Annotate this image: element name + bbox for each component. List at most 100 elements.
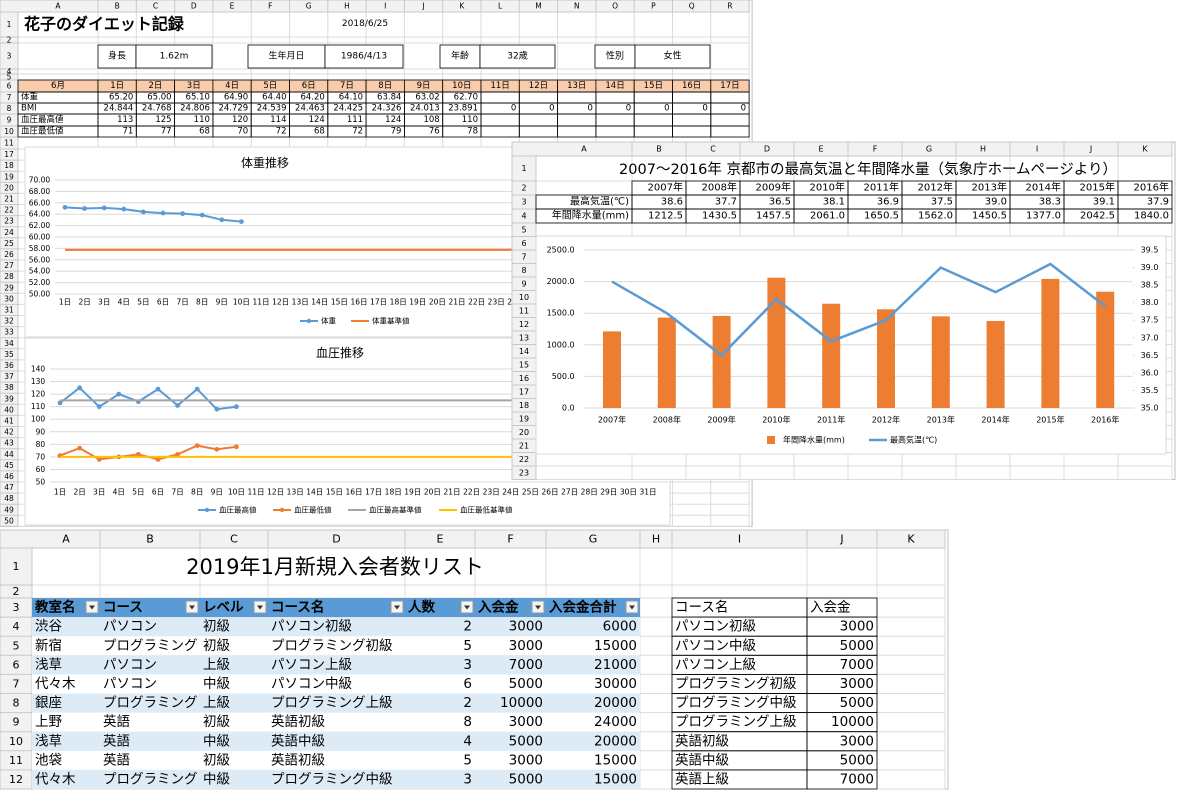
row-number: 6 <box>521 239 526 248</box>
table-cell: 英語 <box>103 713 130 730</box>
row-number: 40 <box>4 405 14 414</box>
y2-tick-label: 35.0 <box>1141 404 1159 413</box>
y-tick-label: 50.00 <box>29 290 51 299</box>
table-cell: 64.90 <box>224 93 248 103</box>
x-tick-label: 22日 <box>468 298 485 307</box>
table-cell: 銀座 <box>35 695 62 711</box>
x-tick-label: 9日 <box>216 298 228 307</box>
row-number: 30 <box>4 294 14 303</box>
column-header-bar <box>0 529 946 549</box>
table-header: 人数 <box>408 599 435 616</box>
row-number: 21 <box>519 441 529 450</box>
profile-value-box <box>634 44 711 69</box>
bar <box>822 303 841 408</box>
row-number: 19 <box>519 414 529 423</box>
filter-arrow <box>394 605 400 610</box>
table-cell: 64.10 <box>339 93 363 103</box>
row-number: 19 <box>4 172 14 181</box>
cell-border <box>710 125 750 138</box>
table-cell: 38.6 <box>661 197 683 208</box>
point-marker <box>194 386 200 392</box>
x-tick-label: 12日 <box>272 298 289 307</box>
table-cell: 124 <box>385 115 401 125</box>
y-tick-label: 60.00 <box>29 233 51 242</box>
table-cell: 124 <box>309 115 325 125</box>
x-tick-label: 17日 <box>370 298 387 307</box>
table-cell: プログラミング中級 <box>271 771 393 787</box>
y-tick-label: 56.00 <box>29 255 51 264</box>
row-number: 11 <box>9 754 23 767</box>
table-cell: 5000 <box>509 771 543 787</box>
table-cell: 英語初級 <box>271 751 325 768</box>
row-number: 17 <box>4 150 14 159</box>
point-marker <box>101 205 107 211</box>
point-marker <box>121 206 127 212</box>
table-header: 3日 <box>187 81 201 91</box>
column-letter: B <box>146 533 154 546</box>
y2-tick-label: 37.5 <box>1141 316 1159 325</box>
table-cell: 39.0 <box>985 197 1007 208</box>
row-number: 48 <box>4 494 14 503</box>
point-marker <box>57 400 63 406</box>
row-number: 22 <box>4 206 14 215</box>
y-tick-label: 1000.0 <box>547 340 575 349</box>
legend-marker <box>204 507 210 513</box>
y-tick-label: 120 <box>31 390 46 399</box>
table-cell: 上級 <box>203 657 230 673</box>
legend-label: 血圧最高値 <box>219 505 257 515</box>
row-number: 33 <box>4 328 14 337</box>
table-row-band <box>32 636 640 656</box>
lookup-cell: 英語中級 <box>675 751 729 768</box>
lookup-cell: 3000 <box>840 619 874 635</box>
row-number: 10 <box>519 293 529 302</box>
lookup-cell: パソコン初級 <box>675 618 756 635</box>
column-letter: P <box>651 2 656 11</box>
table-header: 15日 <box>644 81 663 91</box>
x-tick-label: 21日 <box>443 488 460 497</box>
filter-arrow <box>257 605 263 610</box>
column-letter: I <box>738 533 741 546</box>
table-cell: 63.84 <box>377 93 401 103</box>
table-header: コース名 <box>271 599 324 616</box>
table-cell: パソコン初級 <box>271 618 352 635</box>
point-marker <box>155 386 161 392</box>
x-tick-label: 9日 <box>211 488 223 497</box>
lookup-cell: プログラミング中級 <box>675 695 797 711</box>
x-tick-label: 2008年 <box>653 415 681 425</box>
row-number: 12 <box>519 320 529 329</box>
table-cell: 浅草 <box>35 733 62 749</box>
sheet-title: 花子のダイエット記録 <box>24 15 185 34</box>
x-tick-label: 20日 <box>424 488 441 497</box>
x-tick-label: 2日 <box>73 488 85 497</box>
table-header-cell <box>546 598 640 618</box>
table-cell: 24.806 <box>180 104 210 114</box>
column-letter: H <box>652 533 660 546</box>
row-label: 最高気温(℃) <box>570 195 629 208</box>
row-number: 37 <box>4 372 14 381</box>
table-cell: 10000 <box>500 695 543 711</box>
table-header: レベル <box>203 600 244 616</box>
bar <box>986 320 1005 408</box>
profile-value-box <box>479 44 556 69</box>
table-header: 2014年 <box>1026 181 1061 194</box>
row-number: 11 <box>519 306 529 315</box>
y-tick-label: 66.00 <box>29 198 51 207</box>
table-cell: 1457.5 <box>756 211 791 222</box>
table-cell: 72 <box>276 127 287 137</box>
row-number: 1 <box>7 20 12 29</box>
x-tick-label: 20日 <box>429 298 446 307</box>
table-header: 2日 <box>148 81 162 91</box>
table-cell: 8 <box>463 714 472 730</box>
table-header: 入会金 <box>478 599 519 616</box>
bar <box>767 277 786 408</box>
point-marker <box>214 446 220 452</box>
legend-marker <box>279 507 285 513</box>
profile-label: 年齢 <box>451 50 469 62</box>
point-marker <box>82 206 87 211</box>
table-cell: 3000 <box>509 638 543 654</box>
table-cell: 113 <box>117 115 133 125</box>
x-tick-label: 11日 <box>247 488 264 497</box>
table-header: 6月 <box>51 81 65 91</box>
x-tick-label: 2011年 <box>817 415 845 425</box>
row-number: 27 <box>4 261 14 270</box>
